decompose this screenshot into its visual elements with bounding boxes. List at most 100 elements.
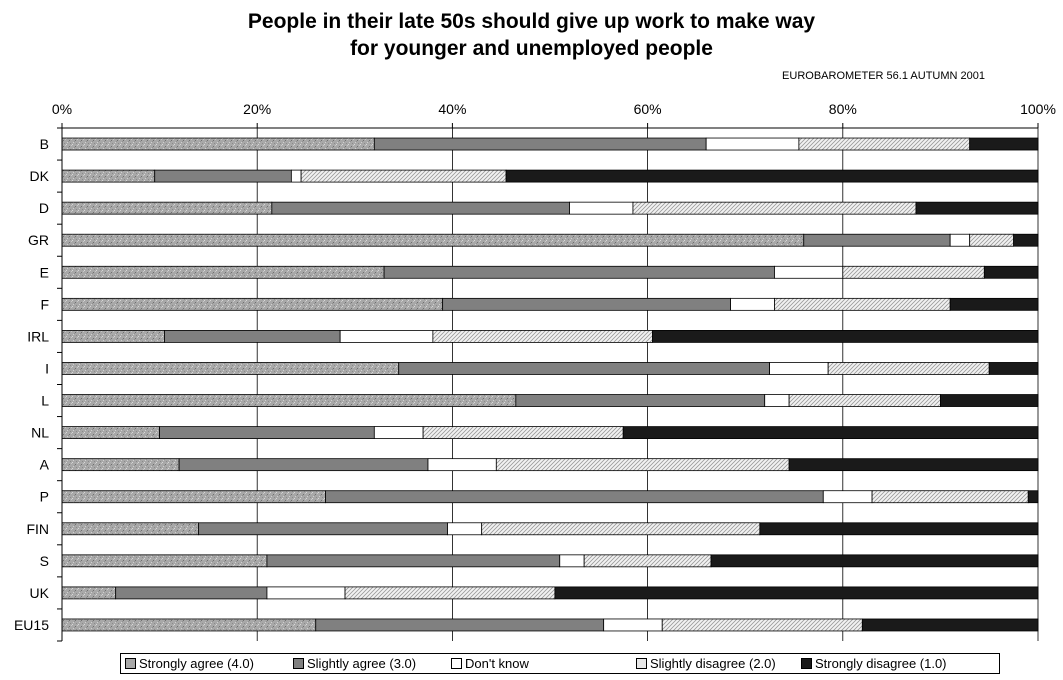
bar-segment (442, 297, 731, 311)
y-tick-label: S (40, 553, 49, 569)
bar-segment (61, 522, 200, 536)
legend-swatch (801, 658, 812, 669)
bar-segment (427, 458, 497, 472)
bar-segment (266, 586, 346, 600)
y-tick-label: I (45, 360, 49, 376)
y-tick-label: E (40, 264, 49, 280)
bar-segment (495, 458, 790, 472)
bar-segment (915, 201, 1039, 215)
y-tick-label: F (40, 296, 49, 312)
bar-segment (603, 618, 663, 632)
bar-segment (798, 137, 971, 151)
bar-segment (861, 618, 1039, 632)
bar-segment (759, 522, 1039, 536)
legend-swatch (451, 658, 462, 669)
y-tick-label: EU15 (14, 617, 49, 633)
bar-segment (774, 297, 951, 311)
bar-segment (315, 618, 605, 632)
bar-segment (822, 490, 873, 504)
legend-swatch (636, 658, 647, 669)
bar-segment (61, 586, 117, 600)
bar-segment (398, 362, 771, 375)
bar-segment (61, 362, 400, 375)
legend-label: Slightly agree (3.0) (307, 656, 417, 671)
legend-item: Strongly agree (4.0) (125, 656, 254, 671)
y-tick-label: IRL (27, 328, 49, 344)
bar-segment (559, 554, 585, 568)
bar-segment (61, 330, 165, 343)
legend-item: Slightly agree (3.0) (293, 656, 416, 671)
legend-label: Strongly agree (4.0) (139, 656, 254, 671)
bar-segment (769, 362, 829, 375)
bar-segment (447, 522, 483, 536)
bar-segment (652, 330, 1039, 343)
bar-segment (481, 522, 761, 536)
bar-segment (115, 586, 268, 600)
bar-segment (949, 233, 971, 247)
bar-segment (373, 137, 707, 151)
bar-segment (61, 137, 375, 151)
bar-segment (705, 137, 800, 151)
x-tick-label: 100% (1020, 101, 1056, 117)
bar-segment (661, 618, 863, 632)
bar-segment (344, 586, 556, 600)
bar-segment (61, 426, 160, 439)
chart-subtitle: EUROBAROMETER 56.1 AUTUMN 2001 (782, 70, 985, 82)
y-tick-label: UK (30, 585, 50, 601)
bar-segment (61, 233, 805, 247)
chart-title-line-2: for younger and unemployed people (350, 37, 713, 60)
bar-segment (969, 233, 1014, 247)
bar-segment (632, 201, 917, 215)
y-tick-label: DK (30, 168, 50, 184)
x-tick-label: 0% (52, 101, 72, 117)
bar-segment (1027, 490, 1039, 504)
bar-segment (325, 490, 824, 504)
bar-segment (61, 554, 268, 568)
bar-segment (949, 297, 1039, 311)
bar-segment (515, 394, 766, 407)
y-tick-label: NL (31, 425, 49, 441)
bar-segment (154, 169, 292, 183)
bar-segment (710, 554, 1039, 568)
y-tick-label: GR (28, 232, 49, 248)
bar-segment (61, 201, 273, 215)
bar-segment (339, 330, 434, 343)
legend-item: Don't know (451, 656, 529, 671)
y-tick-label: L (41, 393, 49, 409)
bar-segment (61, 169, 156, 183)
bar-segment (983, 265, 1039, 279)
bar-segment (198, 522, 448, 536)
bar-segment (764, 394, 790, 407)
bar-segment (159, 426, 375, 439)
bar-segment (432, 330, 653, 343)
legend-swatch (125, 658, 136, 669)
bar-segment (61, 394, 517, 407)
bar-segment (266, 554, 561, 568)
bar-segment (178, 458, 429, 472)
bar-segment (61, 490, 326, 504)
x-tick-label: 60% (634, 101, 662, 117)
bar-segment (290, 169, 302, 183)
bar-segment (61, 618, 317, 632)
bar-segment (788, 394, 941, 407)
legend-swatch (293, 658, 304, 669)
bar-segment (871, 490, 1029, 504)
y-tick-label: P (40, 489, 49, 505)
bar-segment (583, 554, 712, 568)
y-tick-label: A (40, 457, 50, 473)
chart-title: People in their late 50s should give up … (0, 8, 1063, 62)
bar-segment (300, 169, 507, 183)
bar-segment (940, 394, 1039, 407)
bar-segment (842, 265, 985, 279)
y-tick-label: B (40, 136, 49, 152)
bar-segment (988, 362, 1039, 375)
bar-segment (730, 297, 775, 311)
bar-segment (622, 426, 1039, 439)
bar-segment (554, 586, 1039, 600)
bar-segment (422, 426, 624, 439)
bar-segment (373, 426, 424, 439)
bar-segment (803, 233, 951, 247)
legend-label: Slightly disagree (2.0) (650, 656, 776, 671)
bar-segment (61, 297, 444, 311)
chart-legend: Strongly agree (4.0) Slightly agree (3.0)… (120, 653, 1000, 674)
